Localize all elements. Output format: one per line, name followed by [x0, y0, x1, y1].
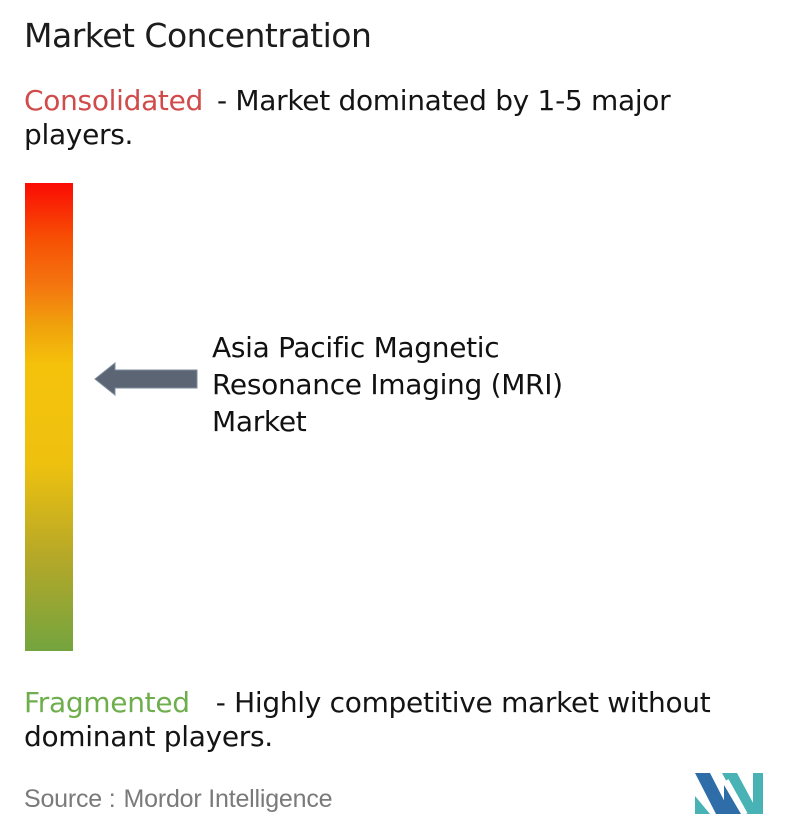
indicator-label: Asia Pacific Magnetic Resonance Imaging … [212, 331, 563, 438]
source-label: Source : [24, 785, 116, 813]
fragmented-term: Fragmented [24, 686, 190, 719]
indicator-arrow-icon [94, 362, 198, 396]
concentration-gradient-bar [25, 183, 73, 651]
fragmented-text: Fragmented - Highly competitive market wi… [24, 686, 796, 754]
page-title: Market Concentration [24, 16, 372, 55]
consolidated-term: Consolidated [24, 84, 204, 117]
source-value: Mordor Intelligence [123, 785, 333, 813]
mordor-intelligence-logo [695, 773, 763, 815]
consolidated-description: - Market dominated by 1-5 major players. [24, 84, 671, 151]
source-line: Source : Mordor Intelligence [24, 784, 333, 814]
consolidated-text: Consolidated - Market dominated by 1-5 ma… [24, 84, 780, 152]
fragmented-description: - Highly competitive market without domi… [24, 686, 711, 753]
